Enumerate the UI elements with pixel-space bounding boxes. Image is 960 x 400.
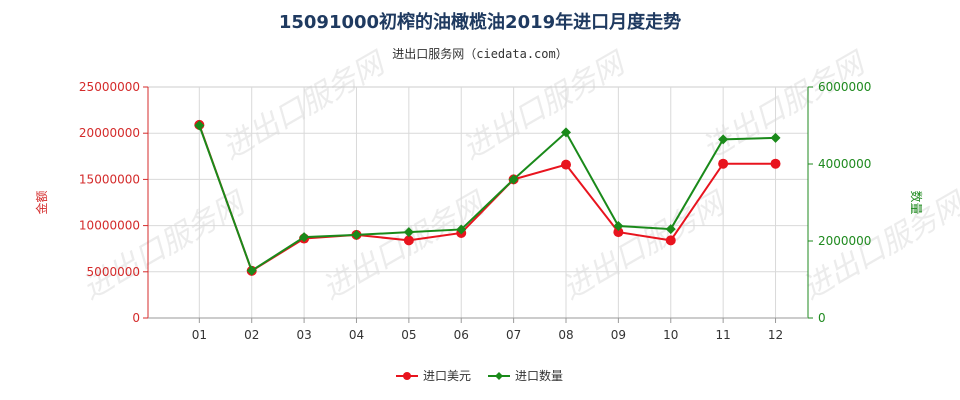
series-line bbox=[198, 124, 776, 273]
watermark-text: 进出口服务网 bbox=[317, 185, 494, 307]
left-tick-label: 10000000 bbox=[79, 219, 140, 233]
chart-title: 15091000初榨的油橄榄油2019年进口月度走势 bbox=[278, 12, 682, 33]
data-point bbox=[246, 265, 257, 276]
x-tick-label: 03 bbox=[296, 328, 311, 342]
data-point bbox=[351, 229, 362, 240]
left-tick-label: 5000000 bbox=[87, 265, 140, 279]
data-point bbox=[718, 158, 729, 169]
data-point bbox=[456, 224, 467, 235]
left-tick-label: 25000000 bbox=[79, 80, 140, 94]
right-tick-label: 6000000 bbox=[818, 80, 871, 94]
axes: 0500000010000000150000002000000025000000… bbox=[34, 80, 924, 342]
legend-marker bbox=[403, 372, 411, 380]
x-tick-label: 01 bbox=[192, 328, 207, 342]
legend-marker bbox=[495, 372, 503, 380]
chart-subtitle: 进出口服务网（ciedata.com） bbox=[392, 47, 568, 61]
x-tick-label: 12 bbox=[768, 328, 783, 342]
right-tick-label: 0 bbox=[818, 311, 826, 325]
watermark-text: 进出口服务网 bbox=[217, 45, 394, 167]
x-tick-label: 05 bbox=[401, 328, 416, 342]
data-point bbox=[561, 127, 571, 138]
data-point bbox=[665, 235, 676, 246]
series-layer bbox=[194, 119, 781, 276]
data-point bbox=[508, 174, 519, 185]
left-tick-label: 20000000 bbox=[79, 126, 140, 140]
data-point bbox=[770, 158, 781, 169]
x-tick-label: 02 bbox=[244, 328, 259, 342]
legend: 进口美元 进口数量 bbox=[396, 368, 563, 383]
data-point bbox=[613, 220, 624, 231]
data-point bbox=[403, 227, 414, 238]
legend-label: 进口数量 bbox=[515, 368, 563, 383]
data-point bbox=[561, 159, 571, 170]
data-point bbox=[770, 132, 781, 143]
watermark-text: 进出口服务网 bbox=[457, 45, 634, 167]
data-point bbox=[194, 120, 205, 131]
legend-label: 进口美元 bbox=[423, 369, 471, 383]
data-point bbox=[403, 235, 414, 246]
data-point bbox=[299, 232, 310, 243]
y-left-axis-label: 金额 bbox=[34, 190, 49, 214]
series-line bbox=[198, 125, 776, 273]
y-right-axis-label: 数量 bbox=[909, 190, 924, 214]
data-point bbox=[613, 227, 624, 238]
x-tick-label: 10 bbox=[663, 328, 678, 342]
watermark-text: 进出口服务网 bbox=[557, 185, 734, 307]
right-tick-label: 2000000 bbox=[818, 234, 871, 248]
left-tick-label: 0 bbox=[132, 311, 140, 325]
data-point bbox=[665, 224, 676, 235]
right-tick-label: 4000000 bbox=[818, 157, 871, 171]
x-tick-label: 11 bbox=[716, 328, 731, 342]
data-point bbox=[718, 134, 729, 145]
x-tick-label: 09 bbox=[611, 328, 626, 342]
x-tick-label: 08 bbox=[558, 328, 573, 342]
left-tick-label: 15000000 bbox=[79, 172, 140, 186]
x-tick-label: 07 bbox=[506, 328, 521, 342]
x-tick-label: 06 bbox=[454, 328, 469, 342]
x-tick-label: 04 bbox=[349, 328, 364, 342]
